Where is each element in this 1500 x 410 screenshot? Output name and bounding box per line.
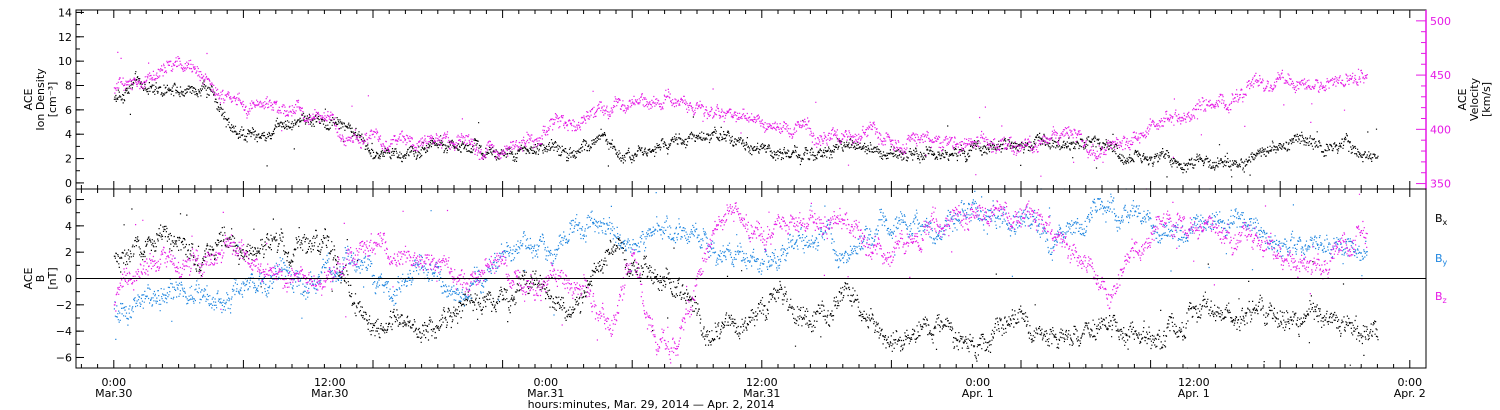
bottom-left-tick-label: 4 [65, 220, 72, 233]
velocity-axis-title: ACE Velocity [km/s] [1456, 77, 1493, 121]
x-tick-time: 0:00 [101, 376, 126, 389]
density-axis-title-line: ACE [22, 88, 35, 110]
legend-by: By [1435, 252, 1448, 267]
density-axis-title: ACE Ion Density [cm⁻³] [22, 68, 59, 131]
velocity-axis-title-line: [km/s] [1480, 82, 1493, 117]
series-bz-points [113, 188, 1368, 364]
density-axis-title-line: Ion Density [34, 68, 47, 131]
series-1-points [113, 71, 1379, 186]
legend-bz-sub: z [1443, 296, 1447, 305]
top-left-tick-label: 4 [65, 128, 72, 141]
x-axis: 0:00Mar.3012:00Mar.300:00Mar.3112:00Mar.… [80, 10, 1426, 410]
field-axis-title-line: ACE [22, 267, 35, 289]
x-tick-time: 0:00 [533, 376, 558, 389]
x-axis-title: hours:minutes, Mar. 29, 2014 — Apr. 2, 2… [528, 398, 775, 410]
series-by-points [113, 188, 1368, 340]
series-bx-points [113, 208, 1379, 369]
velocity-tick-label: 400 [1430, 123, 1451, 136]
legend-bx-main: B [1435, 212, 1443, 225]
x-tick-time: 12:00 [746, 376, 778, 389]
bottom-left-tick-label: −4 [56, 325, 72, 338]
top-left-tick-label: 6 [65, 104, 72, 117]
bottom-left-tick-label: −2 [56, 299, 72, 312]
top-left-tick-label: 0 [65, 177, 72, 190]
bottom-left-tick-label: −6 [56, 351, 72, 364]
velocity-tick-label: 350 [1430, 178, 1451, 191]
top-left-tick-label: 2 [65, 153, 72, 166]
density-axis-title-line: [cm⁻³] [46, 82, 59, 118]
velocity-axis-title-line: Velocity [1468, 77, 1481, 121]
x-tick-date: Mar.30 [95, 387, 132, 400]
velocity-tick-label: 500 [1430, 15, 1451, 28]
legend-bz-main: B [1435, 290, 1443, 303]
bottom-left-tick-label: 6 [65, 194, 72, 207]
x-tick-date: Mar.30 [311, 387, 348, 400]
legend-by-sub: y [1443, 258, 1448, 267]
top-left-tick-label: 12 [58, 31, 72, 44]
bottom-left-tick-label: 0 [65, 273, 72, 286]
top-left-tick-label: 14 [58, 6, 72, 19]
x-tick-time: 0:00 [1397, 376, 1422, 389]
bottom-left-tick-label: 2 [65, 246, 72, 259]
legend-bx-sub: x [1443, 218, 1448, 227]
legend-bx: Bx [1435, 212, 1448, 227]
x-tick-time: 0:00 [965, 376, 990, 389]
x-tick-date: Apr. 1 [1178, 387, 1210, 400]
x-tick-date: Mar.31 [743, 387, 780, 400]
x-tick-date: Apr. 1 [962, 387, 994, 400]
legend-by-main: B [1435, 252, 1443, 265]
x-tick-time: 12:00 [314, 376, 346, 389]
field-axis-title-line: B [34, 275, 47, 283]
field-axis-title: ACE B [nT] [22, 267, 59, 289]
x-tick-date: Apr. 2 [1394, 387, 1426, 400]
x-tick-date: Mar.31 [527, 387, 564, 400]
series-2-points [113, 51, 1368, 177]
top-left-tick-label: 8 [65, 79, 72, 92]
velocity-tick-label: 450 [1430, 69, 1451, 82]
velocity-axis-title-line: ACE [1456, 88, 1469, 110]
x-tick-time: 12:00 [1178, 376, 1210, 389]
legend-bz: Bz [1435, 290, 1447, 305]
field-axis-title-line: [nT] [46, 267, 59, 289]
top-left-tick-label: 10 [58, 55, 72, 68]
